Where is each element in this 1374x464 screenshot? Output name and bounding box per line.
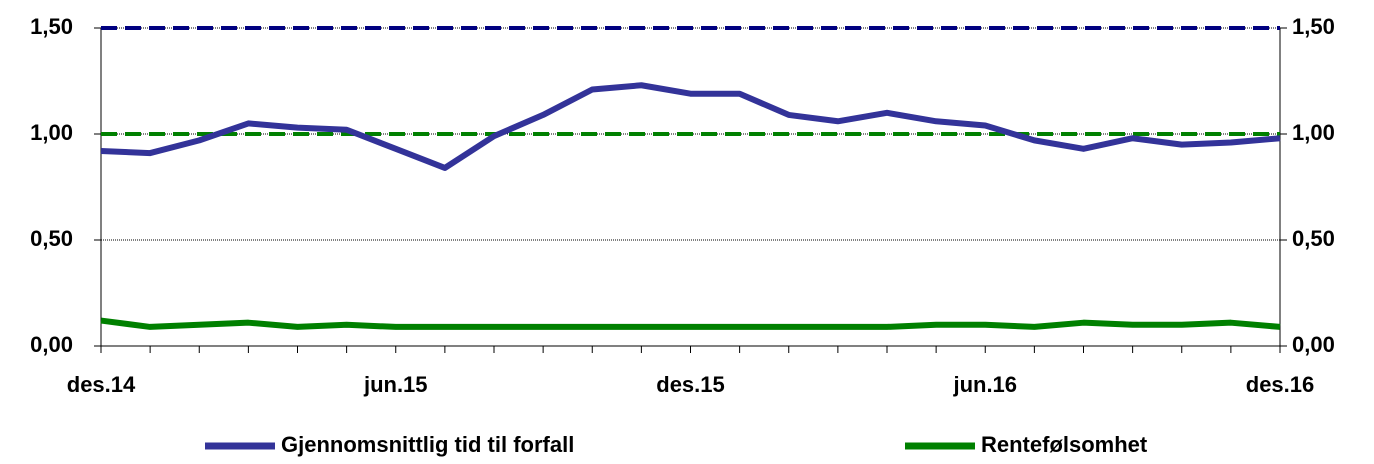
- y2-tick-label: 0,50: [1292, 226, 1335, 251]
- x-tick-label: des.14: [67, 372, 136, 397]
- legend-label: Gjennomsnittlig tid til forfall: [281, 432, 574, 457]
- x-tick-label: jun.15: [363, 372, 428, 397]
- y-tick-label: 0,00: [30, 332, 73, 357]
- series-line: [100, 317, 1281, 330]
- x-tick-label: des.16: [1246, 372, 1315, 397]
- y-tick-label: 1,50: [30, 14, 73, 39]
- x-tick-label: jun.16: [952, 372, 1017, 397]
- x-tick-label: des.15: [656, 372, 725, 397]
- legend-label: Rentefølsomhet: [981, 432, 1148, 457]
- y2-tick-label: 1,50: [1292, 14, 1335, 39]
- y2-tick-label: 1,00: [1292, 120, 1335, 145]
- y-tick-label: 1,00: [30, 120, 73, 145]
- series-line: [100, 82, 1281, 171]
- y-tick-label: 0,50: [30, 226, 73, 251]
- y2-tick-label: 0,00: [1292, 332, 1335, 357]
